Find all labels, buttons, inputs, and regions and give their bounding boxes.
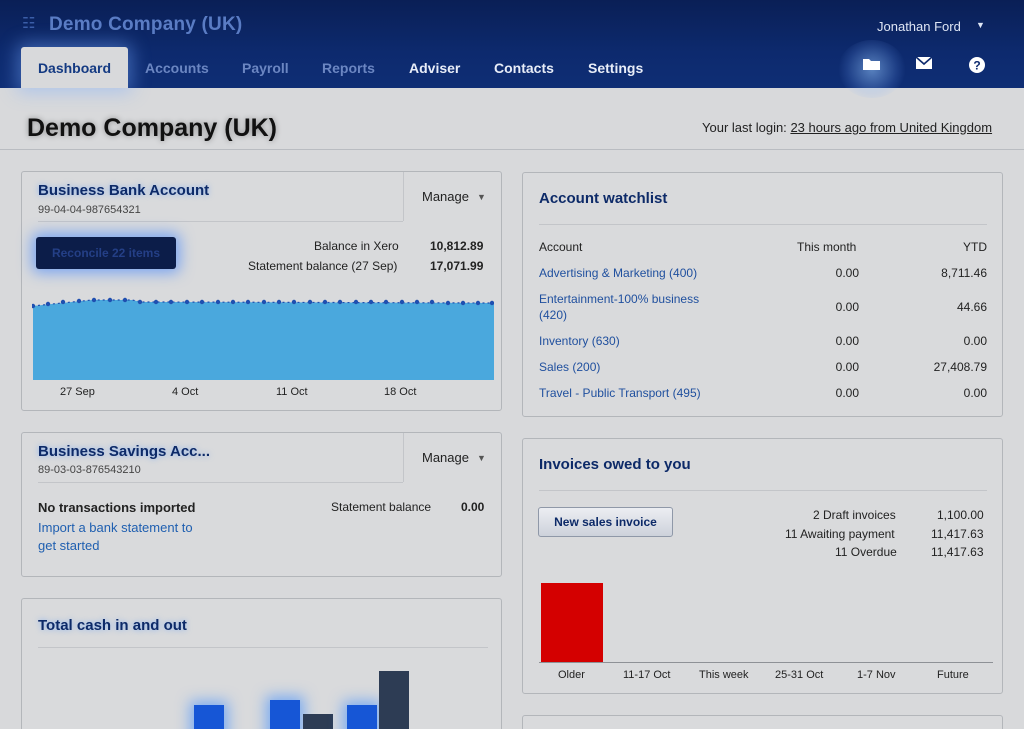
- chart-x-label: 1-7 Nov: [857, 669, 896, 681]
- divider: [38, 221, 403, 222]
- cash-in-bar[interactable]: [270, 700, 300, 729]
- chart-x-label: 11 Oct: [276, 386, 308, 398]
- column-header-ytd: YTD: [963, 240, 987, 254]
- awaiting-payment-label[interactable]: 11 Awaiting payment: [785, 527, 895, 541]
- watchlist-ytd-value: 44.66: [956, 300, 987, 314]
- import-statement-link[interactable]: get started: [38, 538, 100, 553]
- statement-balance-value: 0.00: [461, 500, 485, 514]
- manage-label: Manage: [422, 450, 469, 465]
- watchlist-account-link[interactable]: Travel - Public Transport (495): [539, 386, 701, 400]
- divider: [539, 490, 987, 491]
- organisation-name[interactable]: Demo Company (UK): [49, 14, 243, 35]
- chevron-down-icon: ▼: [476, 191, 486, 202]
- invoices-panel: Invoices owed to you New sales invoice 2…: [522, 438, 1003, 694]
- invoices-title[interactable]: Invoices owed to you: [539, 456, 691, 473]
- chart-axis: [539, 662, 993, 663]
- divider: [38, 647, 488, 648]
- last-login-label: Your last login:: [702, 120, 787, 135]
- statement-balance-value: 17,071.99: [430, 259, 484, 273]
- cash-out-bar[interactable]: [379, 671, 409, 729]
- column-header-this-month: This month: [797, 240, 857, 254]
- top-navigation-bar: ☷ Demo Company (UK) Jonathan Ford ▼ Dash…: [0, 0, 1024, 98]
- tab-contacts[interactable]: Contacts: [494, 60, 554, 76]
- divider: [539, 224, 987, 225]
- bank-account-title[interactable]: Business Bank Account: [38, 182, 210, 199]
- savings-account-panel: Business Savings Acc... 89-03-03-8765432…: [21, 432, 502, 577]
- watchlist-account-link[interactable]: Advertising & Marketing (400): [539, 266, 698, 280]
- tab-payroll[interactable]: Payroll: [242, 60, 289, 76]
- chevron-down-icon: ▼: [476, 452, 486, 463]
- watchlist-account-link[interactable]: (420): [539, 308, 568, 322]
- org-menu-icon[interactable]: ☷: [22, 15, 36, 32]
- watchlist-month-value: 0.00: [835, 266, 859, 280]
- watchlist-month-value: 0.00: [835, 386, 859, 400]
- account-watchlist-panel: Account watchlist Account This month YTD…: [522, 172, 1003, 417]
- total-cash-panel: Total cash in and out: [21, 598, 502, 729]
- column-header-account: Account: [539, 240, 583, 254]
- last-login: Your last login: 23 hours ago from Unite…: [702, 120, 992, 135]
- chart-x-label: Future: [937, 669, 969, 681]
- watchlist-ytd-value: 0.00: [963, 386, 987, 400]
- manage-button[interactable]: Manage ▼: [403, 433, 502, 482]
- watchlist-month-value: 0.00: [835, 334, 859, 348]
- no-transactions-text: No transactions imported: [38, 500, 196, 515]
- statement-balance-label: Statement balance (27 Sep): [248, 259, 398, 273]
- chart-x-label: This week: [699, 669, 749, 681]
- page-header: [0, 88, 1024, 150]
- watchlist-ytd-value: 27,408.79: [933, 360, 987, 374]
- balance-in-xero-label: Balance in Xero: [314, 239, 399, 253]
- import-statement-link[interactable]: Import a bank statement to: [38, 520, 193, 535]
- draft-invoices-value: 1,100.00: [937, 508, 984, 522]
- folder-icon[interactable]: [861, 56, 883, 76]
- manage-button[interactable]: Manage ▼: [403, 172, 502, 221]
- draft-invoices-label[interactable]: 2 Draft invoices: [813, 508, 896, 522]
- tab-accounts[interactable]: Accounts: [145, 60, 209, 76]
- tab-adviser[interactable]: Adviser: [409, 60, 461, 76]
- watchlist-account-link[interactable]: Sales (200): [539, 360, 601, 374]
- bank-account-number: 99-04-04-987654321: [38, 204, 141, 216]
- watchlist-account-link[interactable]: Entertainment-100% business: [539, 292, 700, 306]
- chart-x-label: 4 Oct: [172, 386, 199, 398]
- page-title: Demo Company (UK): [27, 114, 278, 142]
- cash-in-bar[interactable]: [194, 705, 224, 729]
- balance-chart: [32, 297, 494, 380]
- awaiting-payment-value: 11,417.63: [931, 527, 984, 541]
- watchlist-title[interactable]: Account watchlist: [539, 190, 668, 207]
- next-panel: [522, 715, 1003, 729]
- tab-dashboard[interactable]: Dashboard: [21, 47, 128, 88]
- chart-x-label: 27 Sep: [60, 386, 95, 398]
- help-icon[interactable]: ?: [966, 56, 988, 76]
- bank-account-panel: Business Bank Account 99-04-04-987654321…: [21, 171, 502, 411]
- statement-balance-label: Statement balance: [331, 500, 432, 514]
- total-cash-title[interactable]: Total cash in and out: [38, 617, 187, 634]
- cash-out-bar[interactable]: [303, 714, 333, 729]
- divider: [38, 482, 403, 483]
- tab-reports[interactable]: Reports: [322, 60, 375, 76]
- last-login-link[interactable]: 23 hours ago from United Kingdom: [790, 120, 993, 135]
- tab-settings[interactable]: Settings: [588, 60, 644, 76]
- older-invoices-bar[interactable]: [541, 583, 603, 662]
- watchlist-ytd-value: 8,711.46: [941, 266, 987, 280]
- overdue-value: 11,417.63: [931, 545, 984, 559]
- watchlist-account-link[interactable]: Inventory (630): [539, 334, 620, 348]
- chart-x-label: 18 Oct: [384, 386, 417, 398]
- chart-x-label: Older: [558, 669, 585, 681]
- overdue-label[interactable]: 11 Overdue: [835, 545, 897, 559]
- savings-account-number: 89-03-03-876543210: [38, 464, 141, 476]
- cash-in-bar[interactable]: [347, 705, 377, 729]
- savings-account-title[interactable]: Business Savings Acc...: [38, 443, 211, 460]
- chart-x-label: 11-17 Oct: [623, 669, 671, 681]
- user-menu[interactable]: Jonathan Ford: [877, 19, 961, 34]
- watchlist-month-value: 0.00: [835, 300, 859, 314]
- chevron-down-icon[interactable]: ▼: [976, 20, 985, 30]
- new-sales-invoice-button[interactable]: New sales invoice: [538, 507, 673, 537]
- svg-text:?: ?: [973, 59, 980, 73]
- manage-label: Manage: [422, 189, 469, 204]
- balance-in-xero-value: 10,812.89: [430, 239, 484, 253]
- watchlist-ytd-value: 0.00: [963, 334, 987, 348]
- reconcile-button[interactable]: Reconcile 22 items: [36, 237, 176, 269]
- mail-icon[interactable]: [913, 56, 935, 76]
- watchlist-month-value: 0.00: [835, 360, 859, 374]
- chart-x-label: 25-31 Oct: [775, 669, 824, 681]
